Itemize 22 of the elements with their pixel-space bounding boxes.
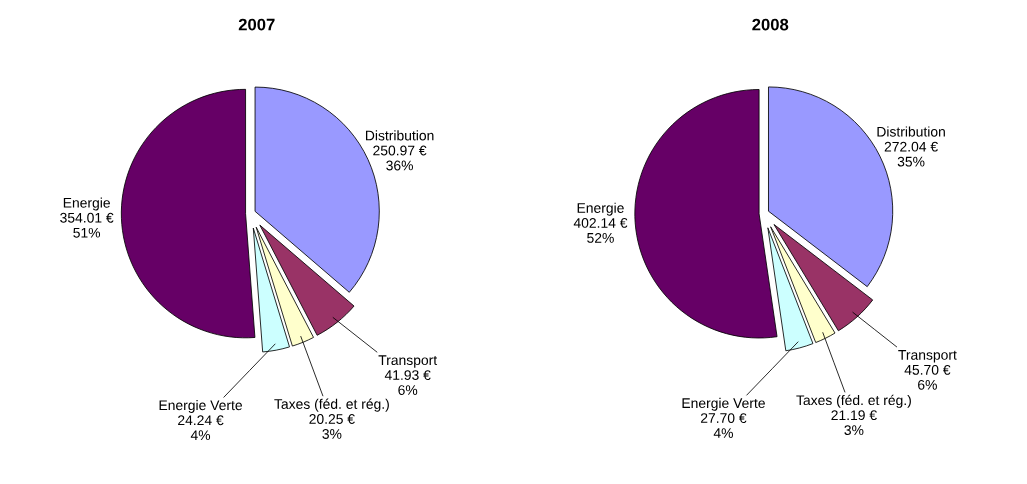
slice-label: Distribution [877, 126, 945, 137]
data-label: 20.25 € 3% [309, 414, 355, 439]
slice-label: Taxes (féd. et rég.) [274, 398, 389, 412]
chart-title: 2007 [238, 18, 275, 31]
slice-label: Taxes (féd. et rég.) [796, 394, 911, 408]
slice-label: Energie [63, 197, 110, 211]
data-label: 354.01 € 51% [60, 212, 114, 238]
slice-label: Distribution [365, 130, 434, 141]
data-label: 250.97 € 36% [373, 145, 427, 171]
data-label: 24.24 € 4% [178, 415, 224, 441]
slice-label: Energie [577, 202, 624, 216]
data-label: 41.93 € 6% [384, 370, 431, 395]
chart-title: 2008 [752, 18, 789, 31]
slice-label: Transport [898, 350, 957, 363]
slice-label: Energie Verte [682, 397, 765, 411]
data-label: 21.19 € 3% [831, 410, 877, 436]
data-label: 272.04 € 35% [884, 141, 938, 167]
data-label: 45.70 € 6% [904, 364, 951, 390]
slice-label: Energie Verte [159, 399, 242, 413]
slice-label: Transport [378, 355, 438, 368]
data-label: 402.14 € 52% [573, 218, 628, 243]
data-label: 27.70 € 4% [700, 413, 747, 438]
